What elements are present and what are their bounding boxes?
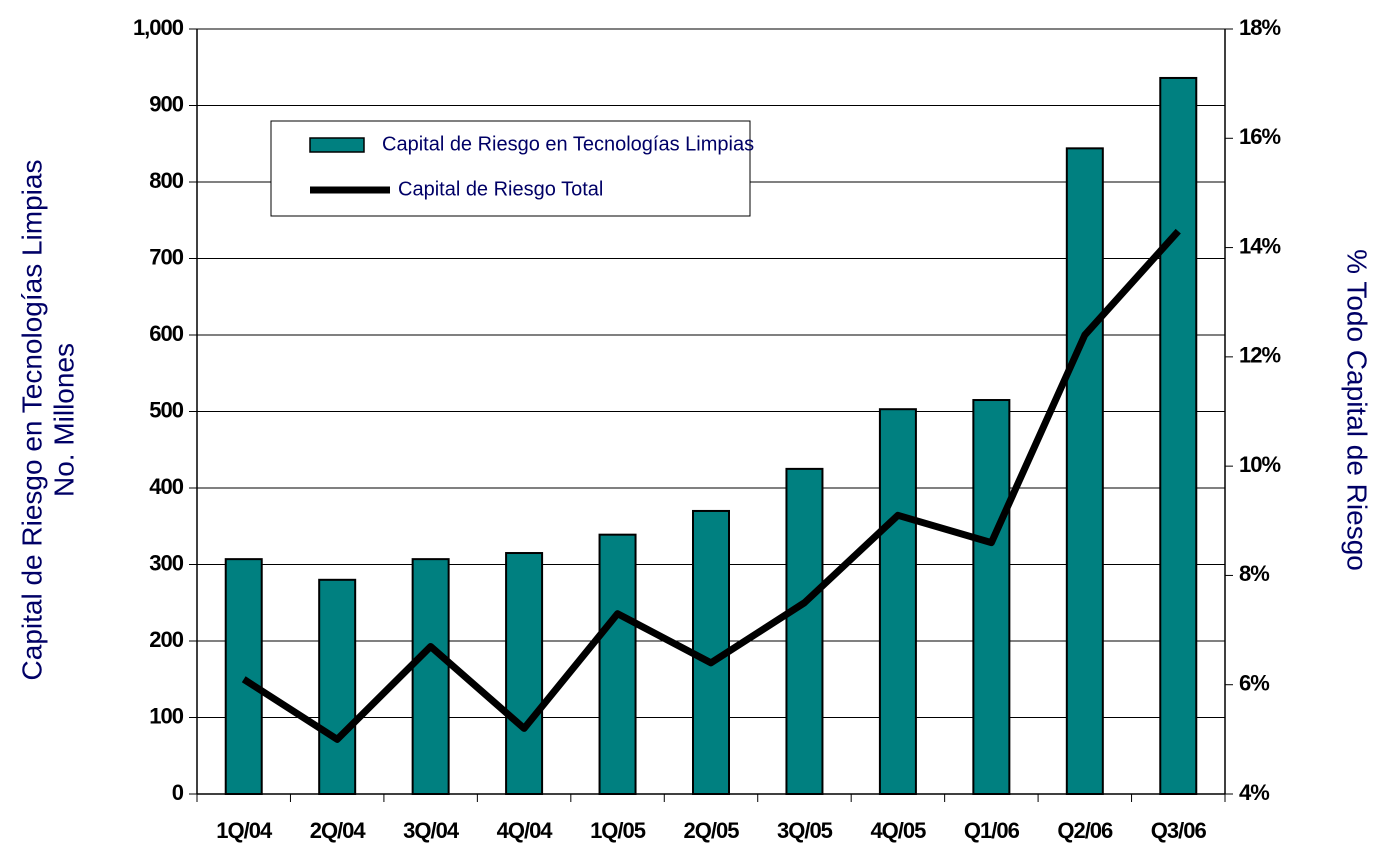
x-tick-label: 1Q/04: [216, 818, 273, 843]
x-tick-label: Q3/06: [1151, 818, 1207, 843]
x-tick-label: Q1/06: [964, 818, 1020, 843]
y-tick-label: 1,000: [133, 15, 184, 40]
x-tick-label: 4Q/05: [870, 818, 926, 843]
y-tick-label: 800: [149, 168, 183, 193]
y2-axis-label: % Todo Capital de Riesgo: [1342, 249, 1373, 571]
bar: [318, 578, 357, 795]
x-tick-label: Q2/06: [1057, 818, 1113, 843]
legend-label: Capital de Riesgo Total: [398, 178, 603, 200]
y2-tick-label: 6%: [1239, 671, 1269, 696]
y-tick-label: 600: [149, 321, 183, 346]
bar: [411, 558, 450, 796]
y2-tick-label: 8%: [1239, 561, 1269, 586]
y-tick-label: 700: [149, 244, 183, 269]
y-tick-label: 300: [149, 550, 183, 575]
bar: [785, 467, 824, 795]
y2-tick-label: 14%: [1239, 233, 1280, 258]
y-tick-label: 200: [149, 627, 183, 652]
y2-tick-label: 10%: [1239, 452, 1280, 477]
bar: [1065, 147, 1104, 795]
y-tick-label: 900: [149, 91, 183, 116]
y-tick-label: 500: [149, 397, 183, 422]
y-axis-label: Capital de Riesgo en Tecnologías Limpias: [16, 160, 47, 681]
y-tick-label: 400: [149, 474, 183, 499]
legend-label: Capital de Riesgo en Tecnologías Limpias: [382, 133, 754, 155]
x-tick-label: 3Q/04: [403, 818, 460, 843]
bar: [598, 533, 637, 795]
y-tick-label: 0: [172, 780, 184, 805]
legend-swatch: [309, 137, 365, 153]
y2-tick-label: 12%: [1239, 343, 1280, 368]
y2-tick-label: 16%: [1239, 124, 1280, 149]
bar: [972, 399, 1011, 795]
legend: [270, 120, 751, 217]
y-axis-label: No. Millones: [48, 343, 79, 497]
bar: [1159, 76, 1198, 795]
x-tick-label: 3Q/05: [777, 818, 833, 843]
y2-tick-label: 4%: [1239, 780, 1269, 805]
x-tick-label: 2Q/04: [310, 818, 367, 843]
x-tick-label: 4Q/04: [497, 818, 554, 843]
bar: [505, 552, 544, 796]
x-tick-label: 1Q/05: [590, 818, 646, 843]
x-tick-label: 2Q/05: [684, 818, 740, 843]
bar: [878, 408, 917, 795]
y2-tick-label: 18%: [1239, 15, 1280, 40]
y-tick-label: 100: [149, 703, 183, 728]
line: [241, 228, 1181, 743]
bar: [224, 558, 263, 796]
